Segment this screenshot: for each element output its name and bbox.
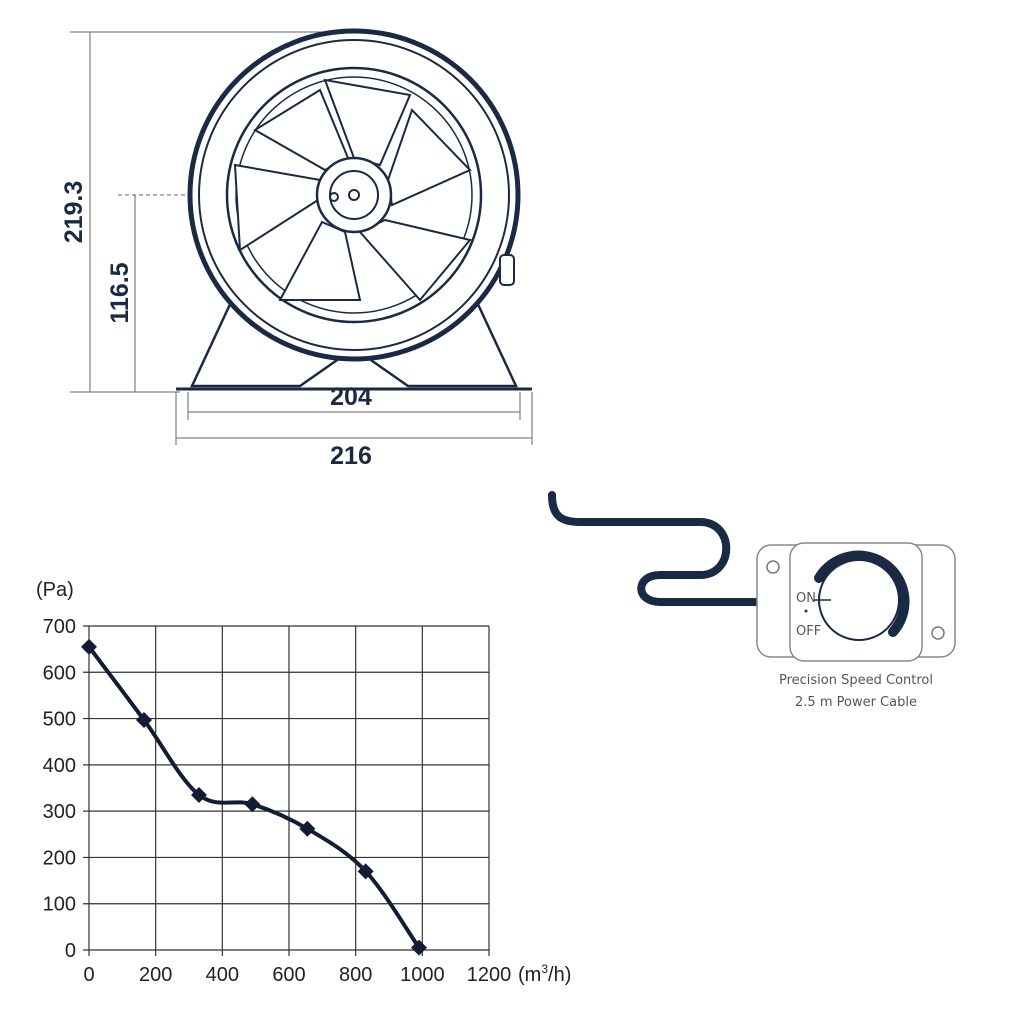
x-axis-label-tail: /h) xyxy=(548,964,571,986)
y-tick-label: 700 xyxy=(43,616,76,638)
x-tick-label: 400 xyxy=(206,964,239,986)
data-point-marker xyxy=(136,711,152,728)
dim-width-inner: 204 xyxy=(330,383,372,411)
x-axis-label: (m3/h) xyxy=(518,962,571,986)
series-markers xyxy=(81,638,427,956)
y-axis-label: (Pa) xyxy=(36,579,74,601)
data-point-marker xyxy=(411,939,427,956)
chart-ticks: 0 200 400 600 800 1000 1200 0 100 200 300 400 500 600… xyxy=(43,616,512,986)
data-point-marker xyxy=(81,638,97,655)
x-axis-label-base: (m xyxy=(518,964,541,986)
y-tick-label: 600 xyxy=(43,662,76,684)
on-label: ON xyxy=(796,591,816,606)
controller-caption-2: 2.5 m Power Cable xyxy=(795,695,917,710)
data-point-marker xyxy=(244,796,261,813)
chart-grid xyxy=(83,625,490,956)
fan-drawing xyxy=(70,28,533,445)
off-label: OFF xyxy=(796,624,821,639)
dim-height-total: 219.3 xyxy=(60,181,88,244)
y-tick-label: 400 xyxy=(43,755,76,777)
data-point-marker xyxy=(191,786,207,803)
x-tick-label: 800 xyxy=(339,964,372,986)
fan-hub xyxy=(315,156,393,234)
y-tick-label: 300 xyxy=(43,801,76,823)
x-tick-label: 1000 xyxy=(400,964,445,986)
data-point-marker xyxy=(357,863,374,880)
x-tick-label: 600 xyxy=(272,964,305,986)
fan-stand xyxy=(176,299,532,391)
y-tick-label: 0 xyxy=(65,940,76,962)
dim-width-outer: 216 xyxy=(330,442,372,470)
power-cable xyxy=(548,491,761,606)
x-tick-label: 0 xyxy=(83,964,94,986)
y-tick-label: 200 xyxy=(43,847,76,869)
dim-height-center: 116.5 xyxy=(106,262,134,323)
y-tick-label: 100 xyxy=(43,894,76,916)
speed-controller xyxy=(548,491,956,662)
controller-caption-1: Precision Speed Control xyxy=(779,673,933,688)
x-axis-label-sup: 3 xyxy=(541,962,548,976)
data-point-marker xyxy=(299,820,316,837)
series-line xyxy=(87,645,421,949)
x-tick-label: 1200 xyxy=(467,964,512,986)
pressure-flow-chart: 0 200 400 600 800 1000 1200 0 100 200 300 400 500 600… xyxy=(36,579,571,986)
y-tick-label: 500 xyxy=(43,709,76,731)
x-tick-label: 200 xyxy=(139,964,172,986)
